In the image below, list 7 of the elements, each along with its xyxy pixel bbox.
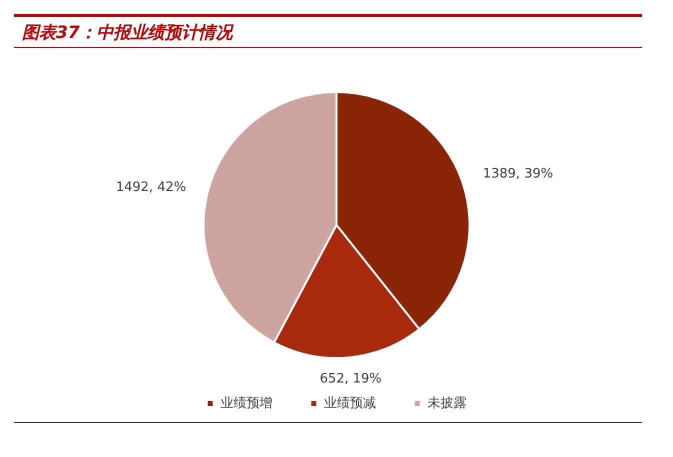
data-label: 1389, 39% — [482, 166, 554, 182]
chart-title: 图表37：中报业绩预计情况 — [14, 14, 642, 48]
legend-label: 未披露 — [427, 396, 466, 411]
legend-label: 业绩预减 — [324, 396, 376, 411]
data-label: 1492, 42% — [116, 180, 186, 195]
data-label: 652, 19% — [320, 372, 382, 387]
legend-label: 业绩预增 — [220, 396, 272, 411]
